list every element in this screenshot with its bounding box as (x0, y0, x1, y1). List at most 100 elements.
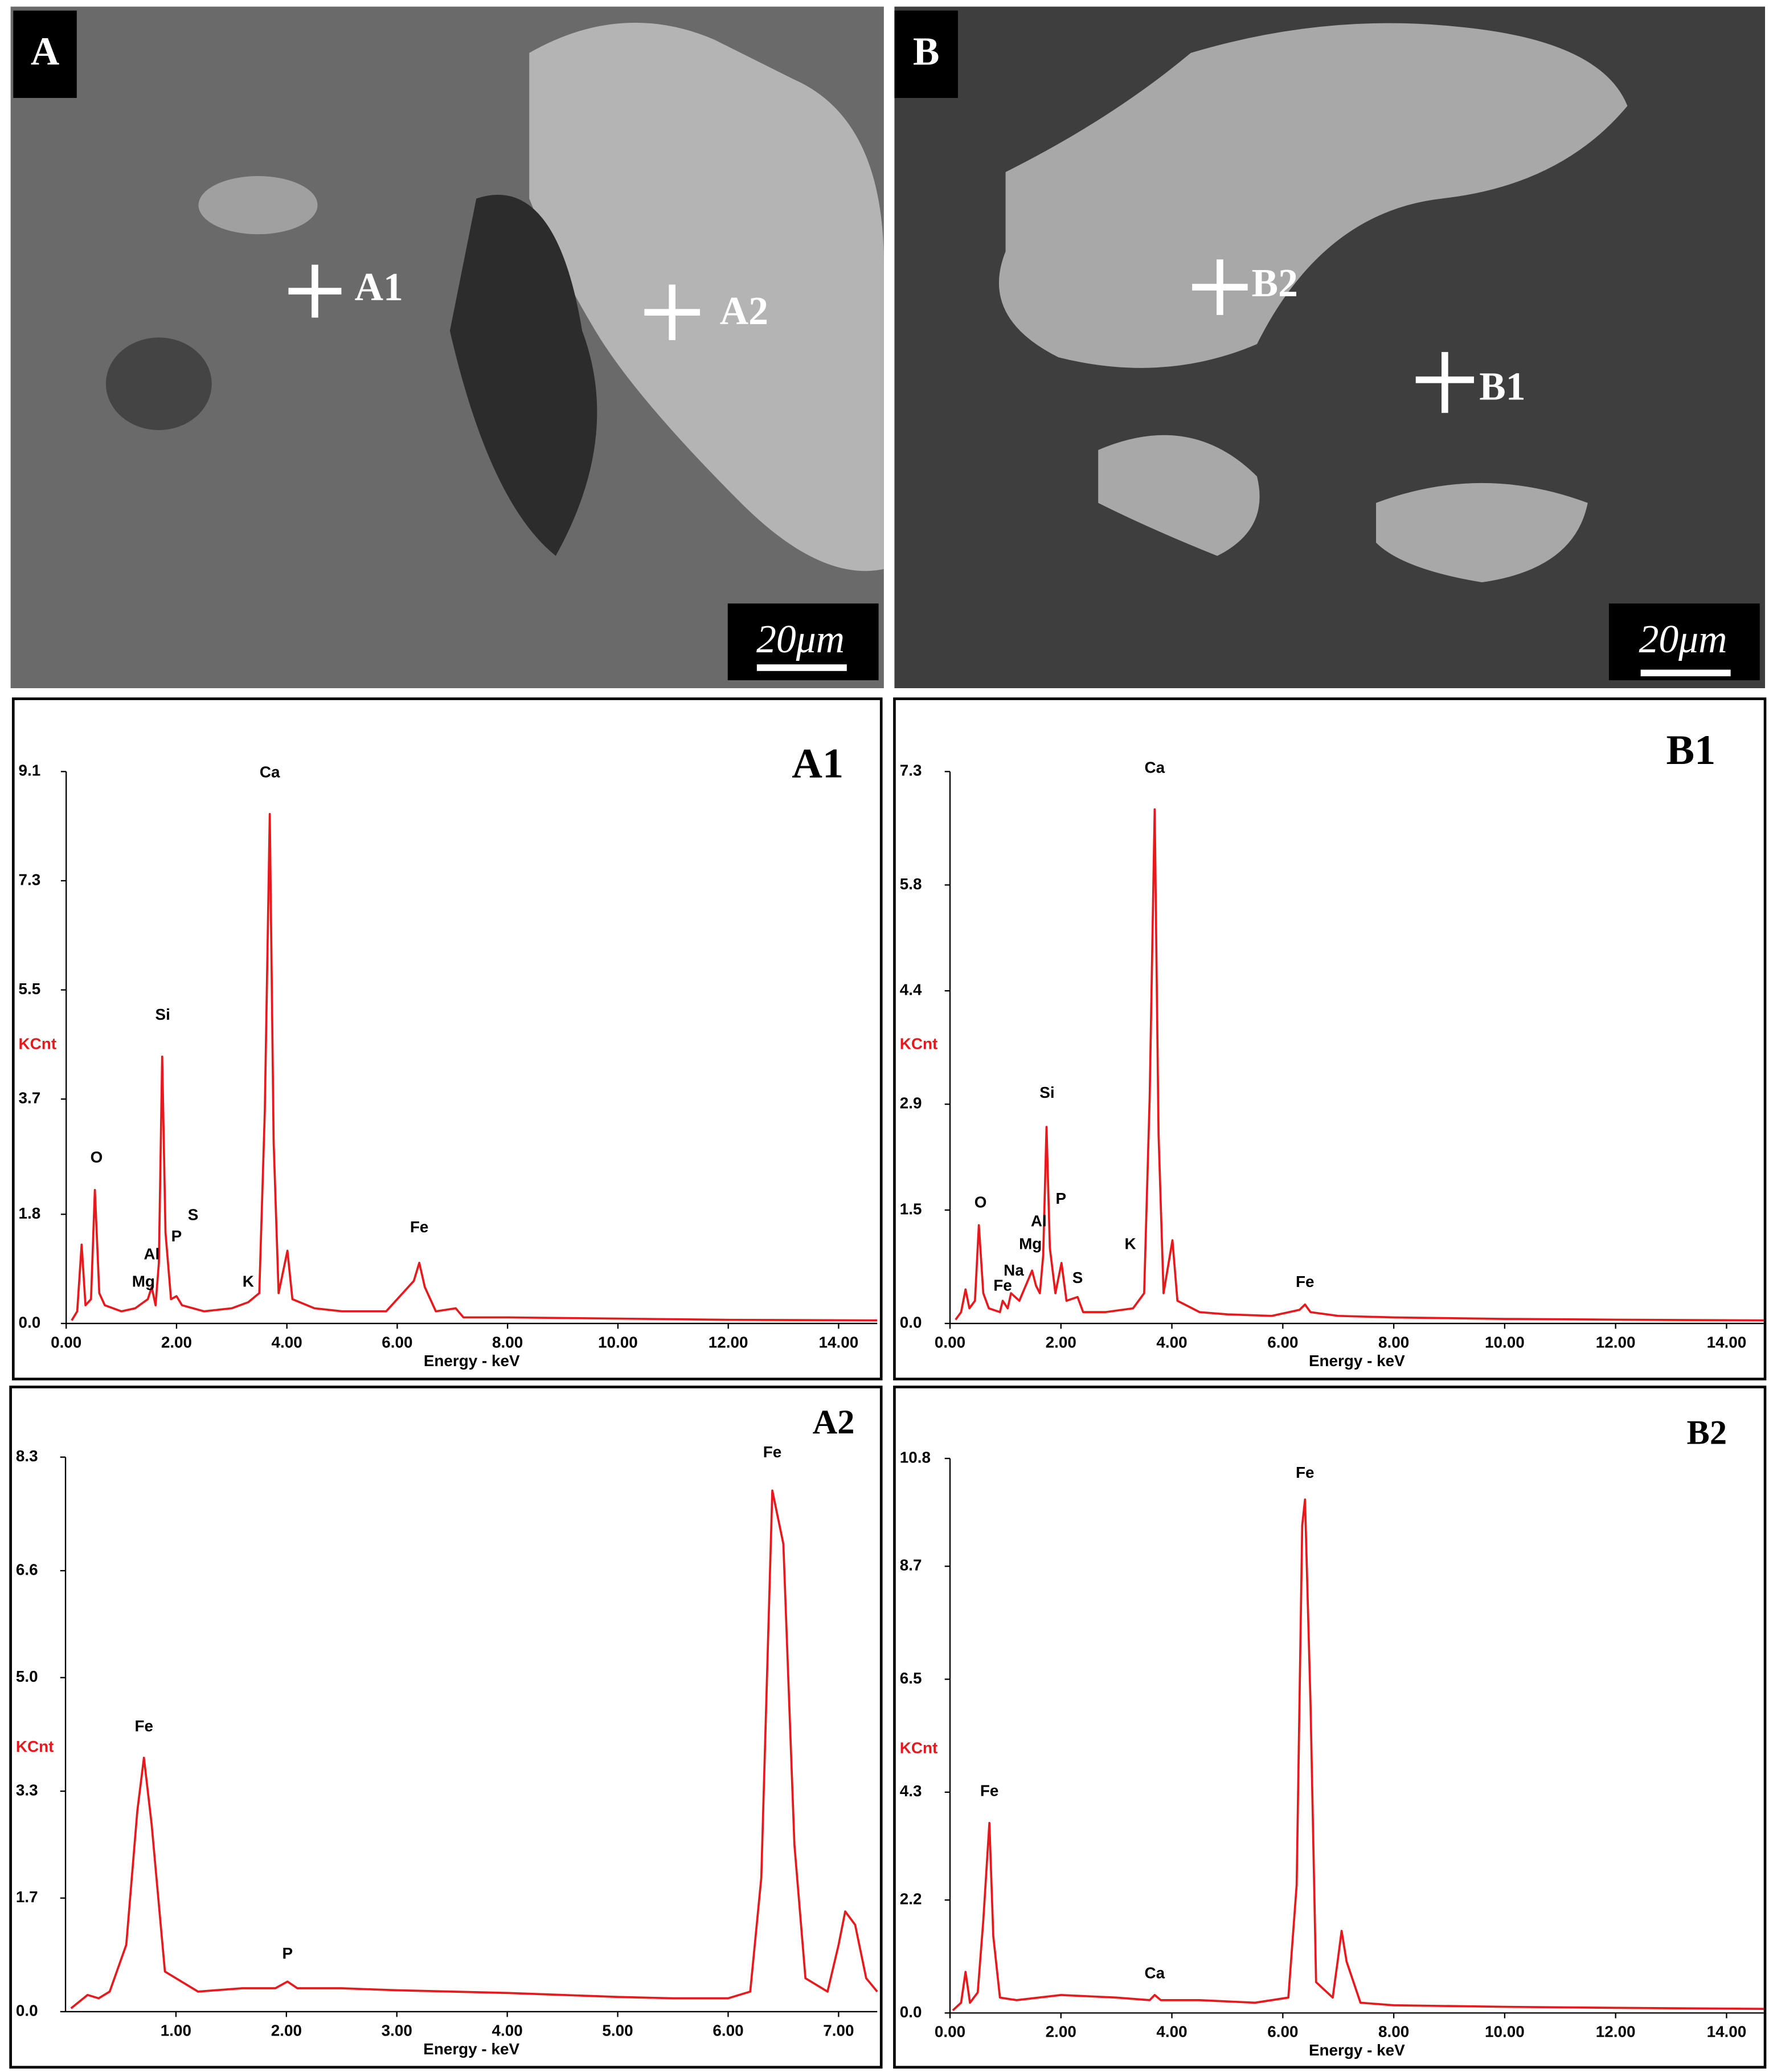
x-tick-label: 4.00 (1156, 1333, 1187, 1351)
x-tick-label: 10.00 (1485, 1333, 1525, 1351)
sem-phase (1098, 435, 1260, 556)
x-tick-label: 8.00 (1378, 1333, 1409, 1351)
y-tick-label: 1.7 (16, 1888, 38, 1906)
x-tick-label: 3.00 (382, 2021, 412, 2039)
marker-label: A2 (720, 289, 768, 333)
peak-label: Fe (763, 1443, 782, 1461)
chart-frame (9, 1386, 883, 2069)
y-tick-label: 1.8 (19, 1204, 41, 1222)
peak-label: Al (144, 1245, 159, 1263)
peak-label: P (1055, 1190, 1066, 1207)
x-tick-label: 12.00 (709, 1333, 748, 1351)
x-tick-label: 14.00 (1707, 2023, 1747, 2041)
peak-label: Ca (1145, 758, 1165, 776)
x-tick-label: 5.00 (602, 2021, 633, 2039)
x-tick-label: 14.00 (819, 1333, 859, 1351)
y-tick-label: 4.4 (900, 981, 922, 999)
spectrum-chart: 0.0 2.2 4.3 6.5 8.7 10.8 0.00 2.00 4.00 6.00 8.00 1… (893, 1386, 1767, 2069)
peak-label: Fe (980, 1782, 999, 1800)
x-tick-label: 6.00 (1267, 1333, 1298, 1351)
peak-label: Fe (134, 1717, 153, 1735)
y-tick-label: 5.8 (900, 875, 922, 893)
y-axis-label: KCnt (900, 1035, 938, 1052)
y-tick-label: 8.3 (16, 1447, 38, 1465)
x-tick-label: 4.00 (492, 2021, 523, 2039)
spectrum-chart: 0.0 1.8 3.7 5.5 7.3 9.1 0.00 2.00 4.00 6.00 8.00 10… (11, 697, 883, 1380)
spectrum-line (952, 1498, 1764, 2012)
y-tick-label: 0.0 (900, 1313, 922, 1331)
scale-bar-label: 20μm (1639, 618, 1727, 661)
peak-label: Fe (1296, 1273, 1315, 1290)
y-tick-label: 0.0 (19, 1313, 41, 1331)
x-tick-label: 2.00 (1046, 2023, 1076, 2041)
y-axis-label: KCnt (16, 1738, 54, 1755)
chart-title: B1 (1666, 727, 1716, 774)
marker (644, 284, 700, 341)
sem-particle (198, 175, 318, 235)
marker (1415, 352, 1474, 413)
sem-phase (529, 22, 884, 571)
marker-label: B1 (1479, 365, 1525, 408)
spectrum-chart: 0.0 1.5 2.9 4.4 5.8 7.3 0.00 2.00 4.00 6.00 8.00 10… (893, 697, 1767, 1380)
peak-label: K (1124, 1235, 1136, 1252)
chart-frame (893, 1386, 1767, 2069)
x-tick-label: 14.00 (1707, 1333, 1747, 1351)
y-tick-label: 8.7 (900, 1556, 922, 1574)
peak-label: P (171, 1227, 182, 1245)
chart-title: A2 (813, 1403, 855, 1441)
peak-label: O (974, 1193, 987, 1211)
peak-label: Mg (132, 1273, 155, 1290)
y-tick-label: 1.5 (900, 1200, 922, 1217)
scale-bar-label: 20μm (756, 618, 845, 661)
chart-title: A1 (792, 740, 843, 787)
peak-label: Ca (1145, 1964, 1165, 1982)
peak-label: Fe (1296, 1464, 1315, 1481)
y-tick-label: 0.0 (16, 2001, 38, 2019)
y-tick-label: 2.9 (900, 1094, 922, 1112)
y-axis-label: KCnt (900, 1739, 938, 1756)
x-tick-label: 1.00 (161, 2021, 191, 2039)
y-tick-label: 0.0 (900, 2003, 922, 2021)
y-tick-label: 6.6 (16, 1560, 38, 1578)
x-tick-label: 4.00 (272, 1333, 302, 1351)
sem-pore (449, 194, 597, 556)
x-tick-label: 4.00 (1156, 2023, 1187, 2041)
x-tick-label: 10.00 (598, 1333, 638, 1351)
y-tick-label: 3.3 (16, 1781, 38, 1799)
y-tick-label: 10.8 (900, 1448, 931, 1466)
scale-bar (756, 664, 847, 671)
y-tick-label: 2.2 (900, 1890, 922, 1907)
spectrum-line (70, 1489, 878, 2009)
panel-label: B (913, 30, 939, 74)
peak-label: O (91, 1148, 103, 1166)
spectrum-line (955, 808, 1764, 1322)
peak-label: Al (1031, 1212, 1047, 1230)
panel-tag (894, 10, 958, 98)
chart-title: B2 (1687, 1413, 1727, 1452)
y-tick-label: 9.1 (19, 762, 41, 779)
panel-tag (13, 10, 77, 98)
peak-label: Fe (410, 1218, 429, 1236)
peak-label: Mg (1019, 1235, 1042, 1252)
sem-pore (105, 337, 212, 430)
peak-label: Si (1039, 1084, 1054, 1101)
panel-label: A (31, 30, 59, 74)
y-tick-label: 7.3 (19, 871, 41, 888)
peak-label: S (188, 1206, 199, 1224)
scale-box (1608, 603, 1760, 681)
marker-label: B2 (1252, 261, 1298, 305)
y-tick-label: 6.5 (900, 1669, 922, 1687)
marker (288, 264, 342, 318)
sem-phase (998, 23, 1628, 368)
sem-image-b: B B2 B1 20μm (894, 6, 1766, 688)
scale-bar (1640, 669, 1731, 677)
spectrum-line (71, 813, 878, 1322)
x-tick-label: 6.00 (382, 1333, 412, 1351)
x-tick-label: 12.00 (1596, 1333, 1636, 1351)
peak-label: S (1072, 1269, 1083, 1286)
x-tick-label: 12.00 (1596, 2023, 1636, 2041)
x-tick-label: 7.00 (823, 2021, 854, 2039)
y-axis-label: KCnt (19, 1035, 57, 1052)
x-tick-label: 0.00 (935, 1333, 965, 1351)
